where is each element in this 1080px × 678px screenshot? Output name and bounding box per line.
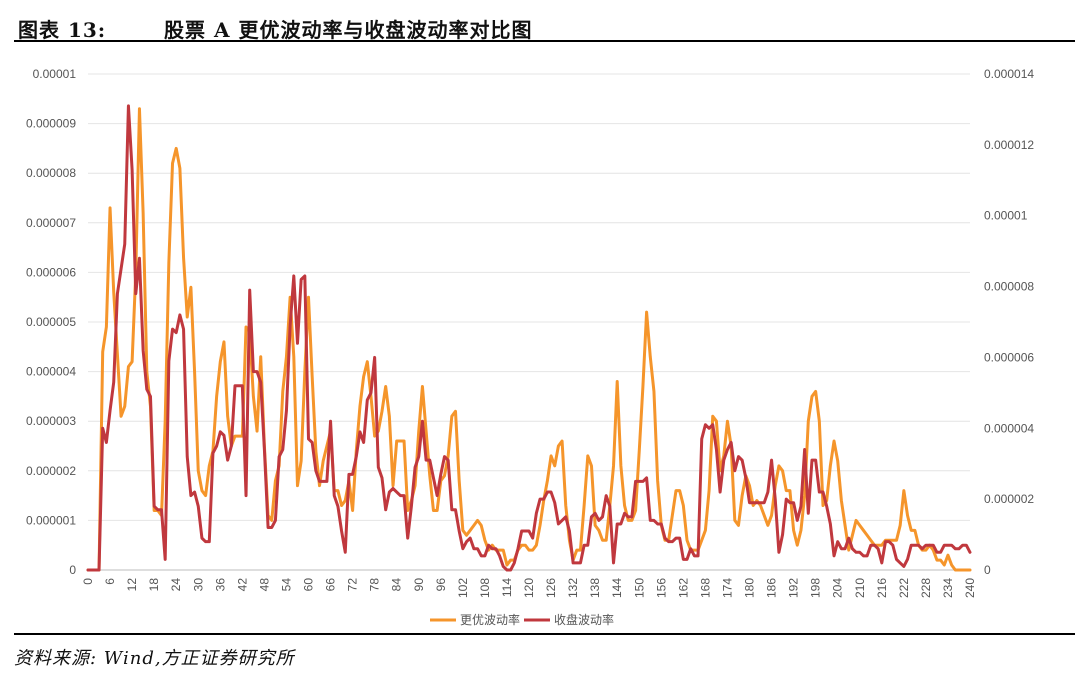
- x-tick-label: 30: [191, 578, 205, 592]
- y-right-tick-label: 0.00001: [984, 209, 1028, 223]
- series-line-better-volatility: [86, 107, 972, 572]
- left-axis-ticks: 0 0.000001 0.000002 0.000003 0.000004 0.00000…: [26, 67, 76, 577]
- x-tick-label: 210: [853, 578, 867, 598]
- y-left-tick-label: 0: [69, 563, 76, 577]
- y-right-tick-label: 0: [984, 563, 991, 577]
- y-left-tick-label: 0.000002: [26, 464, 76, 478]
- x-tick-label: 18: [147, 578, 161, 592]
- x-tick-label: 144: [610, 578, 624, 598]
- source-note: 资料来源: Wind,方正证券研究所: [14, 648, 295, 669]
- figure-title: 股票 A 更优波动率与收盘波动率对比图: [164, 18, 533, 42]
- legend-label: 更优波动率: [460, 612, 520, 627]
- y-right-tick-label: 0.000002: [984, 492, 1034, 506]
- x-tick-label: 174: [720, 578, 734, 598]
- x-tick-label: 198: [809, 578, 823, 598]
- x-tick-label: 222: [897, 578, 911, 598]
- x-tick-label: 240: [963, 578, 977, 598]
- series-line-close-volatility: [86, 104, 972, 572]
- x-tick-label: 6: [103, 578, 117, 585]
- x-tick-label: 60: [302, 578, 316, 592]
- series-layer: [86, 104, 972, 572]
- y-right-tick-label: 0.000004: [984, 421, 1034, 435]
- grid-lines: [88, 73, 970, 571]
- y-left-tick-label: 0.000003: [26, 414, 76, 428]
- x-tick-label: 180: [743, 578, 757, 598]
- x-tick-label: 114: [500, 578, 514, 597]
- x-tick-label: 90: [412, 578, 426, 592]
- dual-axis-line-chart: 0 0.000001 0.000002 0.000003 0.000004 0.00000…: [26, 67, 1034, 627]
- y-left-tick-label: 0.000009: [26, 117, 76, 131]
- x-tick-label: 96: [434, 578, 448, 592]
- x-tick-label: 186: [765, 578, 779, 598]
- y-right-tick-label: 0.000008: [984, 280, 1034, 294]
- x-tick-label: 150: [632, 578, 646, 598]
- x-tick-label: 228: [919, 578, 933, 598]
- x-tick-label: 156: [654, 578, 668, 598]
- legend-label: 收盘波动率: [554, 612, 614, 627]
- y-left-tick-label: 0.000005: [26, 315, 76, 329]
- x-tick-label: 138: [588, 578, 602, 598]
- y-right-tick-label: 0.000014: [984, 67, 1034, 81]
- legend: 更优波动率 收盘波动率: [430, 612, 614, 627]
- bottom-rule: [14, 633, 1075, 635]
- y-left-tick-label: 0.000001: [26, 513, 76, 527]
- figure-label: 图表 13:: [18, 18, 107, 42]
- x-tick-label: 192: [787, 578, 801, 598]
- y-right-tick-label: 0.000006: [984, 350, 1034, 364]
- figure-header: 图表 13: 股票 A 更优波动率与收盘波动率对比图: [14, 8, 1074, 42]
- right-axis-ticks: 0 0.000002 0.000004 0.000006 0.000008 0.00001…: [984, 67, 1034, 577]
- x-tick-label: 72: [346, 578, 360, 592]
- x-tick-label: 66: [324, 578, 338, 592]
- x-tick-label: 234: [941, 578, 955, 598]
- x-tick-label: 12: [125, 578, 139, 592]
- y-left-tick-label: 0.000008: [26, 166, 76, 180]
- y-right-tick-label: 0.000012: [984, 138, 1034, 152]
- x-tick-label: 78: [368, 578, 382, 592]
- top-rule: [14, 40, 1075, 42]
- x-axis-ticks: 0 6 12 18 24 30 36 42 48 54 60 66 72 78 84 90 96 102 108 11…: [81, 578, 977, 598]
- x-tick-label: 36: [213, 578, 227, 592]
- x-tick-label: 0: [81, 578, 95, 585]
- x-tick-label: 48: [257, 578, 271, 592]
- x-tick-label: 162: [676, 578, 690, 598]
- x-tick-label: 42: [235, 578, 249, 592]
- x-tick-label: 24: [169, 578, 183, 592]
- y-left-tick-label: 0.00001: [33, 67, 77, 81]
- x-tick-label: 132: [566, 578, 580, 598]
- x-tick-label: 108: [478, 578, 492, 598]
- x-tick-label: 102: [456, 578, 470, 598]
- x-tick-label: 120: [522, 578, 536, 598]
- x-tick-label: 216: [875, 578, 889, 598]
- x-tick-label: 168: [698, 578, 712, 598]
- x-tick-label: 84: [390, 578, 404, 592]
- y-left-tick-label: 0.000007: [26, 216, 76, 230]
- x-tick-label: 54: [279, 578, 293, 592]
- y-left-tick-label: 0.000004: [26, 365, 76, 379]
- x-tick-label: 126: [544, 578, 558, 598]
- y-left-tick-label: 0.000006: [26, 265, 76, 279]
- x-tick-label: 204: [831, 578, 845, 598]
